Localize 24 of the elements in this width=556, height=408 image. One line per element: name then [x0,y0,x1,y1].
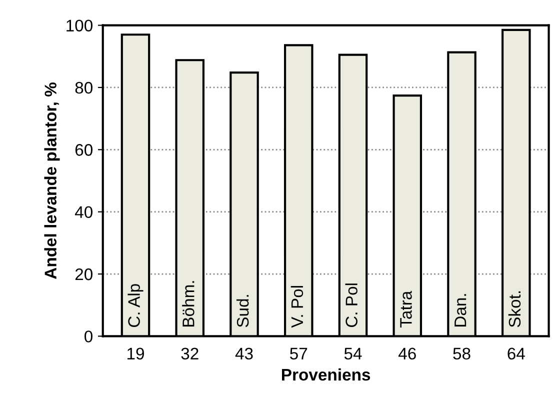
x-axis-title: Proveniens [282,368,370,381]
annotation: Böhm. [182,281,194,326]
x-tick-label: 43 [235,348,253,360]
x-tick-label: 64 [508,348,525,360]
x-tick-label: 19 [127,348,144,360]
y-tick-label: 20 [75,268,92,280]
x-tick-label: 32 [181,348,198,360]
annotation: V. Pol [290,286,304,328]
y-tick-label: 60 [75,144,92,156]
annotation: Dan. [454,294,466,326]
annotation: Sud. [236,295,249,328]
annotation: C. Pol [345,284,358,328]
x-tick-label: 46 [398,348,416,360]
x-tick-label: 54 [344,348,362,360]
annotation: C. Alp [128,284,144,328]
annotation: Tatra [400,290,412,328]
y-tick-label: 80 [75,82,92,94]
y-tick-label: 100 [66,20,92,32]
x-tick-label: 57 [290,348,308,360]
annotation: Skot. [508,291,521,328]
y-tick-label: 0 [84,330,92,342]
y-axis-title: Andel levande plantor, % [44,82,60,279]
y-tick-label: 40 [74,206,92,218]
x-tick-label: 58 [453,348,470,360]
